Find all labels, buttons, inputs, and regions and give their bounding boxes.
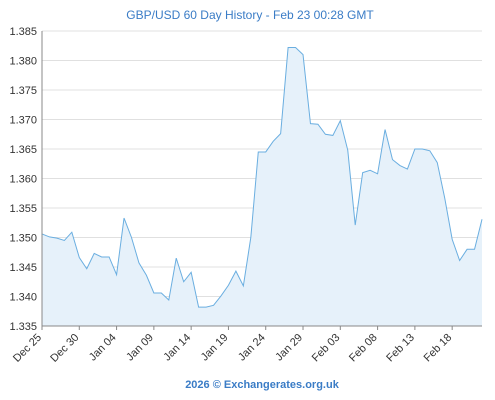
y-tick-label: 1.350 (9, 233, 37, 245)
x-tick-label: Feb 18 (422, 332, 455, 365)
x-tick-label: Feb 03 (310, 332, 343, 365)
chart-title: GBP/USD 60 Day History - Feb 23 00:28 GM… (126, 8, 374, 22)
y-tick-label: 1.345 (9, 262, 37, 274)
x-tick-label: Jan 14 (161, 332, 193, 364)
y-tick-label: 1.360 (9, 174, 37, 186)
x-tick-label: Jan 29 (273, 332, 305, 364)
x-tick-label: Dec 25 (11, 332, 44, 365)
y-tick-label: 1.365 (9, 144, 37, 156)
x-tick-label: Jan 19 (199, 332, 231, 364)
x-tick-label: Jan 09 (124, 332, 156, 364)
y-tick-label: 1.375 (9, 85, 37, 97)
x-tick-label: Feb 08 (347, 332, 380, 365)
x-tick-label: Feb 13 (384, 332, 417, 365)
y-tick-label: 1.380 (9, 56, 37, 68)
x-tick-label: Jan 04 (87, 332, 119, 364)
y-tick-label: 1.385 (9, 26, 37, 38)
y-tick-label: 1.335 (9, 321, 37, 333)
x-tick-label: Jan 24 (236, 332, 268, 364)
series-line (41, 47, 483, 308)
series-area (42, 47, 482, 327)
x-tick-label: Dec 30 (48, 332, 81, 365)
y-tick-label: 1.355 (9, 203, 37, 215)
y-tick-label: 1.340 (9, 292, 37, 304)
y-tick-label: 1.370 (9, 115, 37, 127)
x-axis-ticks: Dec 25 Dec 30 Jan 04 Jan 09 Jan 14 Jan 19 Jan … (11, 326, 454, 365)
credit-text: 2026 © Exchangerates.org.uk (185, 379, 340, 391)
axes (41, 31, 482, 327)
y-axis-ticks: 1.335 1.340 1.345 1.350 1.355 1.360 1.365 1.370… (9, 26, 37, 333)
